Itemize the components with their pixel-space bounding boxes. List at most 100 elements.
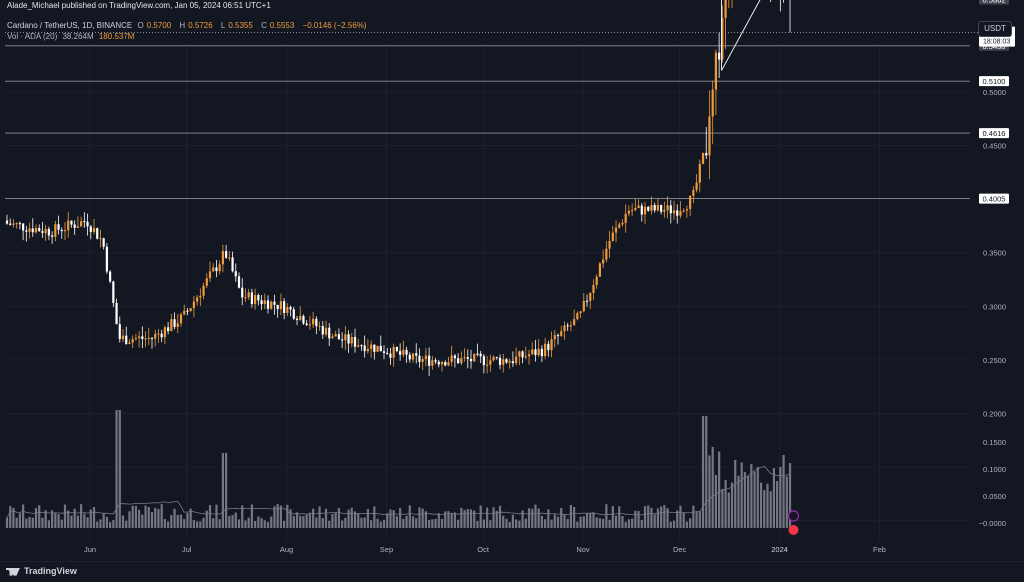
candle-body <box>550 339 553 351</box>
candle-body <box>47 228 50 236</box>
candle-body <box>376 345 379 352</box>
candle-body <box>353 336 357 347</box>
candle-body <box>92 228 96 232</box>
candle-body <box>511 361 515 364</box>
volume-bar <box>302 516 305 528</box>
volume-bar <box>205 510 208 528</box>
volume-bar <box>611 506 614 528</box>
volume-bar <box>669 521 672 528</box>
volume-bar <box>308 512 311 528</box>
volume-bar <box>92 507 96 528</box>
volume-bar <box>782 454 785 528</box>
volume-bar <box>666 508 669 528</box>
candle-body <box>431 360 434 366</box>
candle-body <box>498 357 502 365</box>
volume-bar <box>647 505 650 528</box>
volume-bar <box>160 504 163 528</box>
low-value: L 0.5355 <box>220 21 253 30</box>
volume-bar <box>534 504 537 528</box>
volume-bar <box>86 517 89 528</box>
candle-body <box>96 228 99 239</box>
volume-bar <box>163 518 166 528</box>
volume-bar <box>463 510 466 528</box>
candle-body <box>244 297 247 299</box>
volume-bar <box>643 506 647 528</box>
volume-bar <box>96 521 99 528</box>
volume-bar <box>408 505 411 528</box>
time-axis-tick-label: Jul <box>182 545 192 554</box>
candle-body <box>486 364 489 366</box>
volume-bar <box>286 504 289 528</box>
tradingview-logo[interactable]: TradingView <box>6 566 77 576</box>
candle-body <box>121 335 125 340</box>
level-tag <box>979 76 1009 87</box>
volume-bar <box>295 512 299 528</box>
volume-bar <box>147 507 150 528</box>
candle-body <box>547 343 550 351</box>
candle-body <box>476 353 479 355</box>
tradingview-logo-icon <box>6 567 20 576</box>
candle-body <box>41 231 44 234</box>
currency-button[interactable]: USDT <box>978 21 1012 37</box>
volume-bar <box>563 514 566 528</box>
volume-bar <box>179 514 183 528</box>
candle-body <box>305 323 308 325</box>
candle-body <box>5 220 9 224</box>
symbol-title[interactable]: Cardano / TetherUS, 1D, BINANCE <box>7 21 133 30</box>
volume-bar <box>634 510 637 528</box>
volume-bar <box>341 520 344 528</box>
candle-body <box>643 206 647 215</box>
candle-body <box>402 349 405 355</box>
change-value: −0.0146 (−2.56%) <box>302 21 367 30</box>
volume-bar <box>473 510 476 528</box>
volume-bar <box>289 509 292 528</box>
volume-bar <box>266 521 270 528</box>
volume-ma-value: 180.537M <box>98 32 135 41</box>
volume-bar <box>660 506 663 528</box>
volume-bar <box>41 517 44 528</box>
volume-bar <box>476 520 479 528</box>
candle-body <box>521 351 524 358</box>
volume-bar <box>650 507 653 528</box>
volume-bar <box>779 466 782 528</box>
volume-bar <box>80 504 83 528</box>
volume-bar <box>656 508 660 528</box>
level-tag <box>979 128 1009 139</box>
volume-bar <box>70 515 73 528</box>
volume-bar <box>25 518 28 528</box>
volume-bar <box>250 504 253 528</box>
candle-body <box>147 337 150 339</box>
volume-bar <box>134 505 137 528</box>
volume-bar <box>486 507 489 528</box>
candle-body <box>592 284 595 293</box>
candle-body <box>154 333 157 339</box>
volume-bar <box>714 474 718 528</box>
volume-bar <box>241 505 244 528</box>
volume-bar <box>405 515 408 528</box>
price-axis-tick-label: 0.0500 <box>983 492 1006 501</box>
volume-bar <box>653 514 656 528</box>
candle-body <box>711 89 714 117</box>
volume-bar <box>321 517 324 528</box>
volume-bar <box>22 504 25 528</box>
volume-bar <box>366 508 370 528</box>
volume-bar <box>576 521 579 528</box>
volume-bar <box>708 455 711 528</box>
volume-bar <box>718 451 721 528</box>
candle-body <box>141 336 144 339</box>
candle-body <box>299 315 302 321</box>
candle-body <box>22 223 25 231</box>
candle-body <box>254 295 257 305</box>
candle-body <box>89 226 92 232</box>
volume-bar <box>18 513 21 528</box>
candle-body <box>618 224 621 228</box>
candle-body <box>524 356 527 358</box>
candle-body <box>228 257 231 259</box>
volume-bar <box>453 512 457 528</box>
candle-body <box>515 356 518 364</box>
high-value: H 0.5726 <box>179 21 213 30</box>
candle-body <box>444 361 447 366</box>
volume-bar <box>766 483 769 528</box>
candle-body <box>334 334 337 337</box>
